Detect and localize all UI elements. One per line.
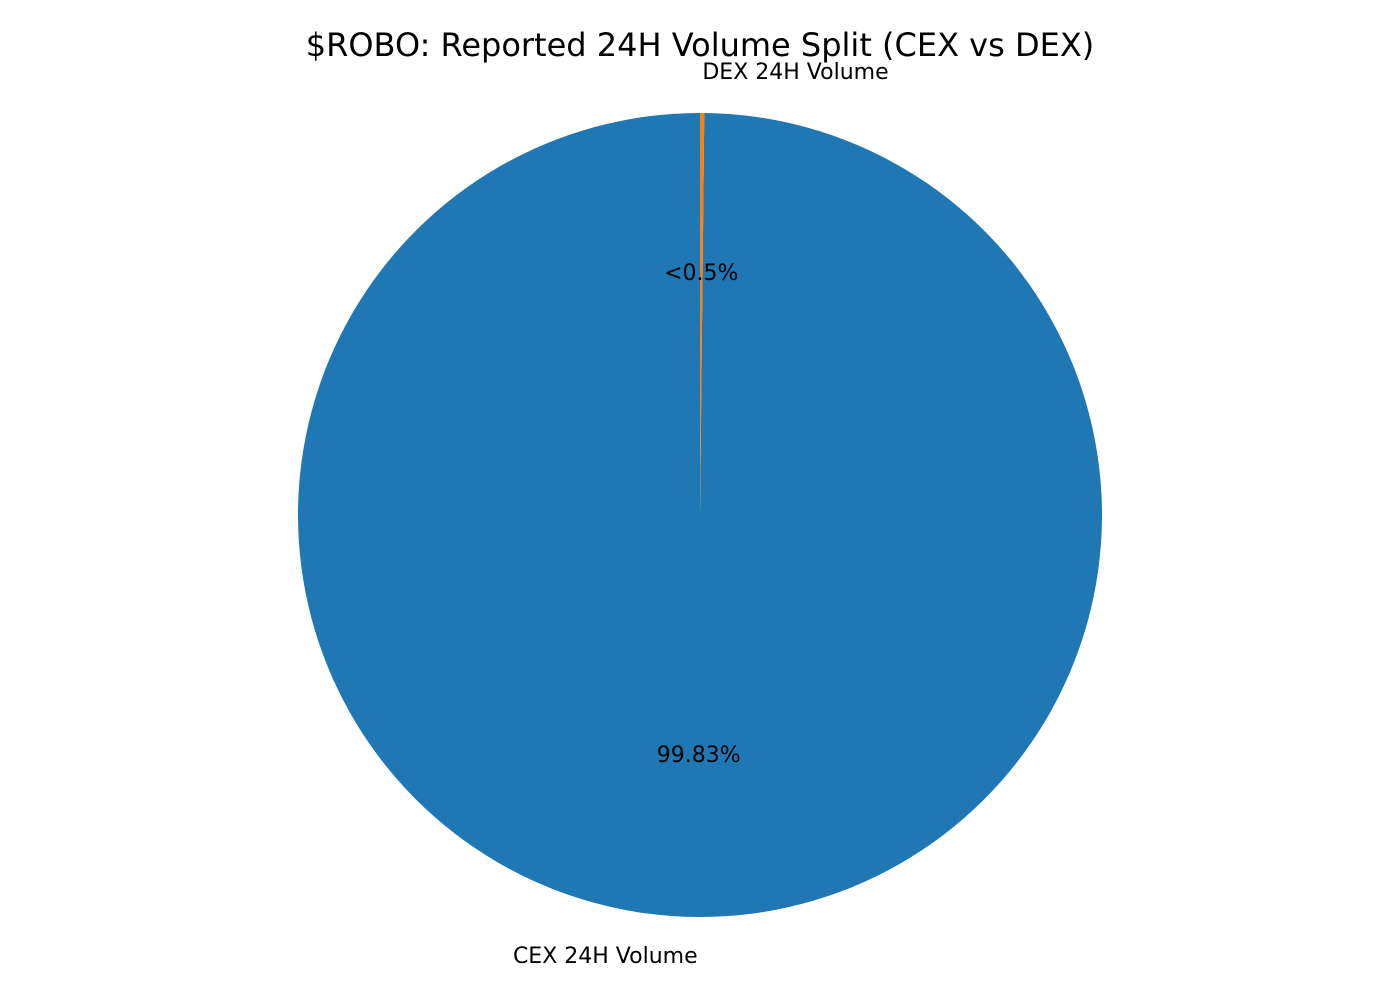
pie-slices	[298, 113, 1103, 918]
slice-value-cex: 99.83%	[657, 743, 741, 768]
slice-label-cex: CEX 24H Volume	[513, 944, 698, 969]
slice-value-dex: <0.5%	[664, 261, 738, 286]
pie-slice-dex	[700, 113, 705, 515]
pie-slice-cex	[298, 113, 1103, 918]
chart-title: $ROBO: Reported 24H Volume Split (CEX vs…	[306, 26, 1094, 64]
slice-label-dex: DEX 24H Volume	[702, 60, 888, 85]
